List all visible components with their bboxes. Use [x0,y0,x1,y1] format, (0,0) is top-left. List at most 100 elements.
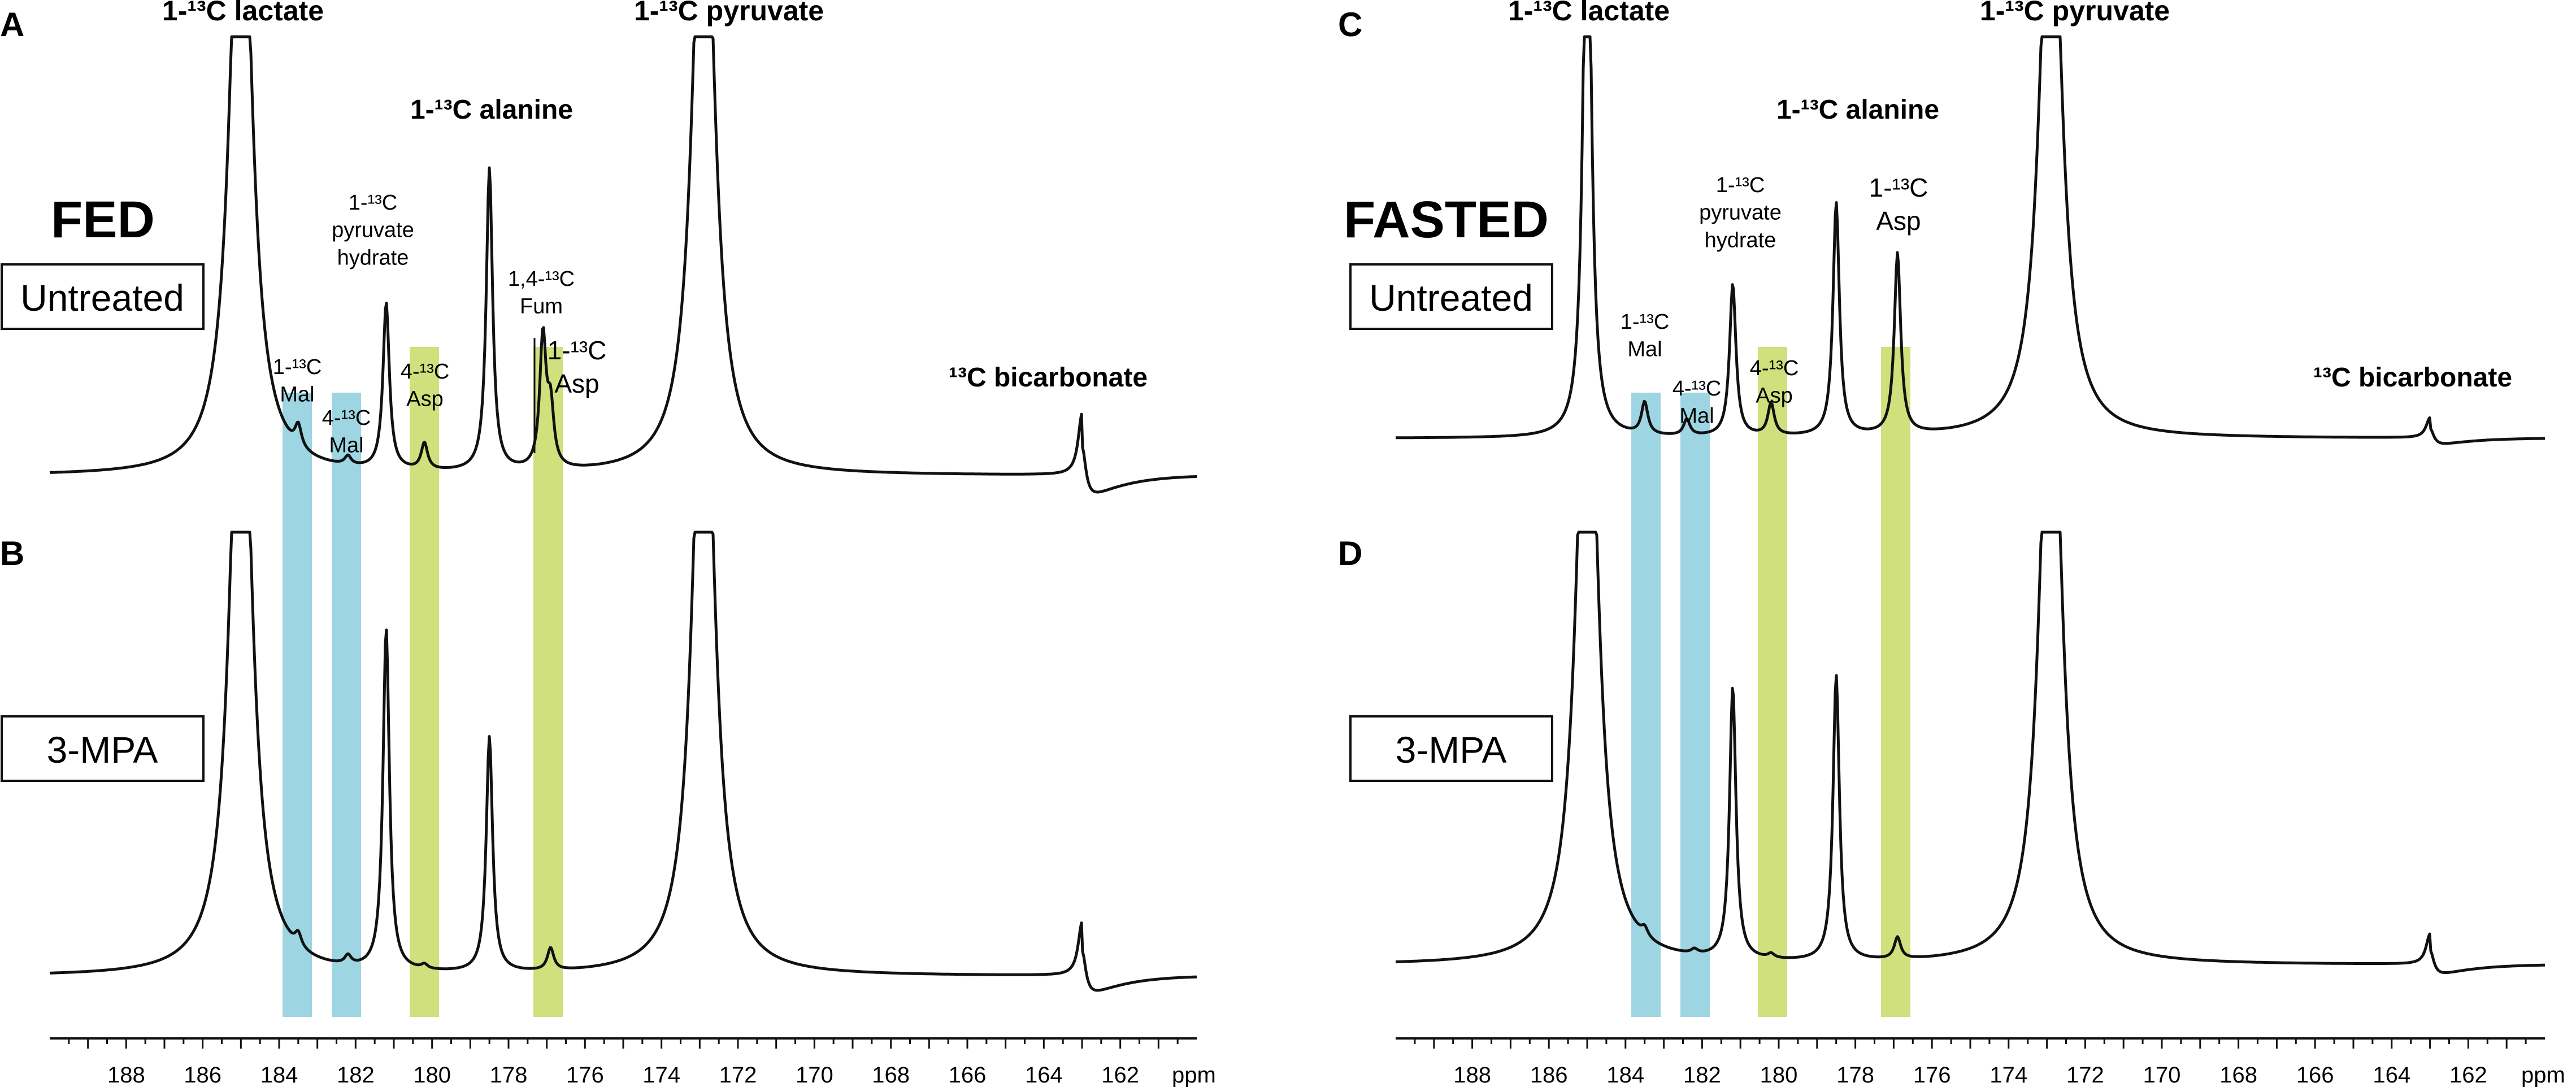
label-line: 1-¹³C [548,336,607,365]
band-mal1-right [1631,393,1661,1017]
peak-label-asp1-A: 1-¹³C Asp [548,336,607,398]
x-axis-unit-left: ppm [1172,1063,1216,1087]
tick-label-left: 164 [1025,1063,1063,1087]
spectrum-trace-A [49,35,1197,494]
tick-label-right: 178 [1836,1063,1874,1087]
tick-label-left: 170 [796,1063,833,1087]
panel-letter-B: B [0,534,24,572]
label-line: 1-¹³C [1869,173,1928,202]
tick-label-right: 176 [1913,1063,1951,1087]
label-line: Mal [1627,338,1662,362]
label-line: 1-¹³C [1716,173,1765,197]
band-asp1-left [533,347,563,1017]
label-line: 1-¹³C [1621,310,1670,334]
x-axis-unit-right: ppm [2521,1063,2565,1087]
peak-label-asp4-A-text: 4-¹³C Asp [401,360,450,411]
peak-label-asp4-A: 4-¹³C Asp [401,360,450,411]
treatment-box-C: Untreated [1349,263,1553,330]
tick-label-right: 188 [1453,1063,1491,1087]
peak-label-mal4-A-text: 4-¹³C Mal [322,406,371,458]
tick-label-right: 174 [1989,1063,2027,1087]
peak-label-hydrate-C: 1-¹³C pyruvate hydrate [1699,173,1782,252]
band-mal4-left [332,393,361,1017]
tick-label-left: 168 [872,1063,910,1087]
peak-label-mal4-A: 4-¹³C Mal [322,406,371,458]
label-line: 1-¹³C [273,355,322,379]
tick-label-left: 180 [413,1063,451,1087]
peak-label-pyruvate-C: 1-¹³C pyruvate [1980,0,2170,27]
label-line: hydrate [1705,228,1776,252]
label-line: Asp [554,369,599,398]
tick-label-right: 172 [2066,1063,2104,1087]
label-line: 4-¹³C [401,360,450,384]
label-line: 4-¹³C [1673,377,1722,401]
treatment-box-D: 3-MPA [1349,715,1553,782]
peak-label-lactate-A: 1-¹³C lactate [162,0,324,27]
peak-label-pyruvate-A: 1-¹³C pyruvate [634,0,824,27]
spectrum-trace-B [49,531,1197,992]
tick-label-left: 178 [490,1063,528,1087]
peak-label-mal4-C: 4-¹³C Mal [1673,377,1722,428]
tick-label-left: 162 [1101,1063,1139,1087]
band-asp4-right [1758,347,1787,1017]
label-line: Mal [1679,405,1714,428]
band-mal1-left [283,393,312,1017]
x-axis-left: 188 186 184 182 180 178 176 174 172 170 168 166 164 1… [50,1037,1197,1087]
label-line: Mal [329,434,363,458]
treatment-label-D: 3-MPA [1396,729,1507,771]
right-highlight-bands [1631,347,1910,1017]
spectrum-trace-C [1395,35,2545,445]
peak-label-asp4-C: 4-¹³C Asp [1750,356,1799,408]
label-line: Mal [280,383,314,407]
tick-label-right: 170 [2143,1063,2181,1087]
tick-label-left: 166 [949,1063,987,1087]
peak-label-hydrate-A-text: 1-¹³C pyruvate hydrate [332,191,414,269]
peak-label-alanine-C: 1-¹³C alanine [1776,95,1939,125]
label-line: 4-¹³C [322,406,371,430]
label-line: hydrate [337,246,409,269]
label-line: 1,4-¹³C [508,267,575,291]
peak-label-asp4-C-text: 4-¹³C Asp [1750,356,1799,408]
label-line: Asp [406,388,443,411]
tick-label-right: 182 [1683,1063,1721,1087]
tick-label-right: 186 [1530,1063,1568,1087]
band-asp1-right [1881,347,1910,1017]
label-line: pyruvate [332,219,414,242]
peak-label-asp1-C-text: 1-¹³C Asp [1869,173,1928,236]
tick-label-right: 168 [2219,1063,2257,1087]
tick-label-left: 188 [107,1063,145,1087]
left-highlight-bands [283,347,563,1017]
panel-letter-C: C [1338,6,1362,44]
tick-label-left: 172 [719,1063,757,1087]
peak-label-asp1-A-text: 1-¹³C Asp [548,336,607,398]
tick-label-left: 176 [566,1063,604,1087]
panel-letter-D: D [1338,534,1362,572]
treatment-label-B: 3-MPA [47,729,158,771]
treatment-label-A: Untreated [20,277,184,319]
peak-label-asp1-C: 1-¹³C Asp [1869,173,1928,236]
tick-label-left: 186 [184,1063,221,1087]
tick-label-right: 162 [2449,1063,2487,1087]
band-asp4-left [410,347,439,1017]
label-line: Asp [1756,384,1792,408]
peak-label-fum-A-text: 1,4-¹³C Fum [508,267,575,319]
label-line: Asp [1876,206,1921,236]
peak-label-mal1-C-text: 1-¹³C Mal [1621,310,1670,362]
spectrum-trace-D [1395,531,2545,974]
treatment-label-C: Untreated [1369,277,1533,319]
peak-label-bicarbonate-A: ¹³C bicarbonate [949,363,1148,393]
peak-label-mal1-C: 1-¹³C Mal [1621,310,1670,362]
treatment-box-B: 3-MPA [1,715,205,782]
tick-label-left: 174 [642,1063,680,1087]
peak-label-hydrate-A: 1-¹³C pyruvate hydrate [332,191,414,269]
band-mal4-right [1680,393,1710,1017]
label-line: pyruvate [1699,201,1782,225]
peak-label-bicarbonate-C: ¹³C bicarbonate [2313,363,2512,393]
tick-label-right: 166 [2296,1063,2334,1087]
tick-label-right: 180 [1760,1063,1798,1087]
peak-label-alanine-A: 1-¹³C alanine [410,95,573,125]
condition-label-fed: FED [51,191,155,249]
peak-label-mal1-A: 1-¹³C Mal [273,355,322,407]
label-line: 1-¹³C [349,191,398,215]
x-axis-right: 188 186 184 182 180 178 176 174 172 170 168 166 164 1… [1396,1037,2545,1087]
